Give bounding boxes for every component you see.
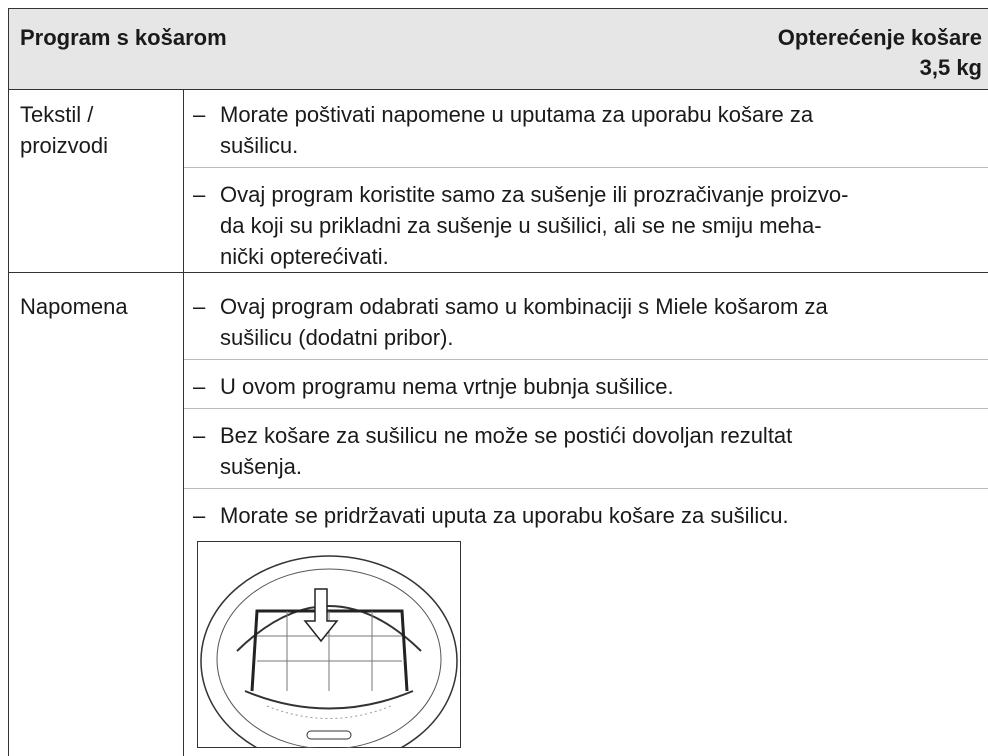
item-separator (184, 488, 988, 489)
item-line: Morate se pridržavati uputa za uporabu k… (220, 503, 789, 528)
item-line: sušilicu. (220, 133, 299, 158)
table-header (8, 8, 988, 90)
row-divider (8, 272, 988, 273)
bullet: – (193, 182, 206, 207)
bullet: – (193, 423, 206, 448)
row-label: proizvodi (20, 133, 109, 158)
item-line: nički opterećivati. (220, 244, 389, 269)
bullet: – (193, 294, 206, 319)
bullet: – (193, 102, 206, 127)
item-separator (184, 408, 988, 409)
item-line: Ovaj program koristite samo za sušenje i… (220, 182, 849, 207)
header-load-value: 3,5 kg (919, 55, 982, 80)
bullet: – (193, 374, 206, 399)
row-label: Napomena (20, 294, 128, 319)
header-title: Program s košarom (20, 25, 227, 50)
table-border (8, 8, 9, 756)
row-label: Tekstil / (20, 102, 94, 127)
item-separator (184, 167, 988, 168)
item-line: Morate poštivati napomene u uputama za u… (220, 102, 814, 127)
bullet: – (193, 503, 206, 528)
item-line: sušenja. (220, 454, 302, 479)
item-separator (184, 359, 988, 360)
item-line: sušilicu (dodatni pribor). (220, 325, 454, 350)
header-load-label: Opterećenje košare (777, 25, 982, 50)
column-divider (183, 90, 184, 756)
item-line: Bez košare za sušilicu ne može se postić… (220, 423, 793, 448)
item-line: U ovom programu nema vrtnje bubnja sušil… (220, 374, 674, 399)
item-line: Ovaj program odabrati samo u kombinaciji… (220, 294, 828, 319)
basket-illustration (197, 541, 461, 748)
item-line: da koji su prikladni za sušenje u sušili… (220, 213, 822, 238)
